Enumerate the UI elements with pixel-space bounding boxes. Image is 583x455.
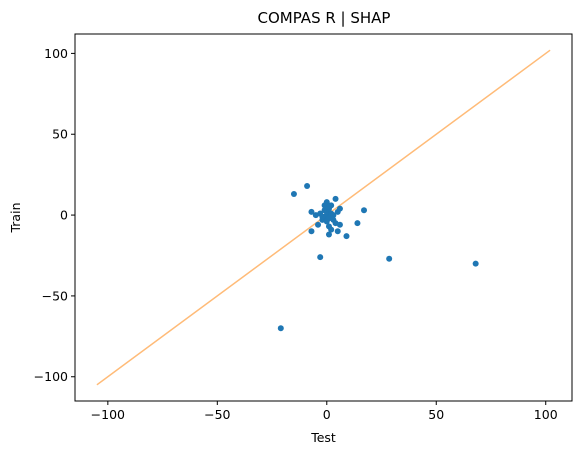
y-tick-label: −100 xyxy=(34,369,68,384)
y-axis: −100 −50 0 50 100 xyxy=(34,46,75,384)
y-tick-label: 0 xyxy=(60,208,68,223)
x-tick-label: −100 xyxy=(91,407,125,422)
data-point xyxy=(361,207,368,214)
data-point xyxy=(308,228,315,235)
y-tick-label: −50 xyxy=(42,288,68,303)
x-axis: −100 −50 0 50 100 xyxy=(91,401,558,422)
x-tick-label: 50 xyxy=(428,407,444,422)
data-point xyxy=(317,254,324,261)
data-point xyxy=(319,213,326,220)
x-axis-label: Test xyxy=(310,430,336,445)
data-point xyxy=(325,203,332,210)
data-point xyxy=(290,191,297,198)
data-point xyxy=(386,255,393,262)
data-point xyxy=(354,220,361,227)
data-point xyxy=(336,221,343,228)
data-point xyxy=(330,212,337,219)
plot-frame xyxy=(74,33,573,402)
x-tick-label: 100 xyxy=(534,407,558,422)
y-axis-label: Train xyxy=(8,203,23,234)
x-tick-label: −50 xyxy=(204,407,230,422)
x-tick-label: 0 xyxy=(323,407,331,422)
plot-area xyxy=(96,49,551,386)
chart-title: COMPAS R | SHAP xyxy=(258,9,391,27)
data-point xyxy=(332,195,339,202)
y-tick-label: 50 xyxy=(52,127,68,142)
y-tick-label: 100 xyxy=(44,46,68,61)
data-point xyxy=(308,208,315,215)
data-point xyxy=(304,182,311,189)
data-point xyxy=(325,231,332,238)
data-point xyxy=(328,226,335,233)
data-point xyxy=(315,221,322,228)
data-point xyxy=(277,325,284,332)
data-point xyxy=(343,233,350,240)
data-point xyxy=(336,205,343,212)
data-point xyxy=(472,260,479,267)
data-point xyxy=(334,228,341,235)
